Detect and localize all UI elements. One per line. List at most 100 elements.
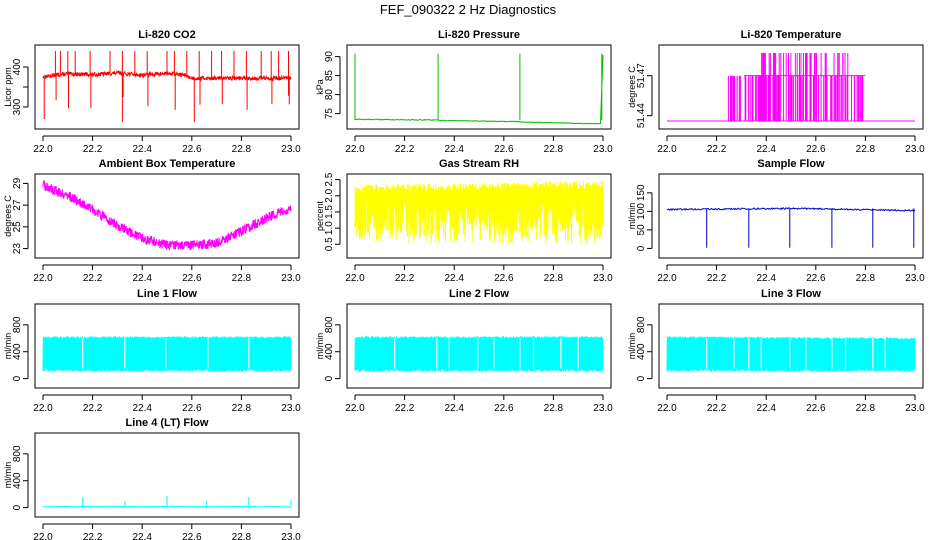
y-axis-label: percent xyxy=(315,200,325,231)
x-tick-label: 22.6 xyxy=(806,144,826,155)
panel-li-820-pressure: Li-820 Pressure 22.0 22.2 22.4 22.6 22.8 23.0 7… xyxy=(315,29,613,155)
x-tick-label: 22.4 xyxy=(444,273,464,284)
x-tick-label: 22.4 xyxy=(756,144,776,155)
x-tick-label: 23.0 xyxy=(281,273,301,284)
plot-frame xyxy=(34,303,300,389)
panel-line-1-flow: Line 1 Flow 22.0 22.2 22.4 22.6 22.8 23.0 0 400 8… xyxy=(3,288,301,414)
plot-frame xyxy=(346,44,612,130)
plot-frame xyxy=(658,303,924,389)
x-tick-label: 22.4 xyxy=(756,403,776,414)
series-group xyxy=(354,336,604,372)
x-tick-label: 23.0 xyxy=(905,144,925,155)
series-group xyxy=(43,496,292,508)
x-tick-label: 22.2 xyxy=(83,532,103,540)
y-tick-label: 0 xyxy=(12,375,23,381)
x-tick-label: 23.0 xyxy=(281,403,301,414)
x-tick-label: 22.0 xyxy=(345,273,365,284)
x-tick-label: 22.8 xyxy=(544,403,564,414)
x-tick-label: 23.0 xyxy=(905,403,925,414)
y-tick-label: 90 xyxy=(324,51,335,63)
x-tick-label: 22.8 xyxy=(544,144,564,155)
x-tick-label: 22.2 xyxy=(707,273,727,284)
x-tick-label: 22.4 xyxy=(132,403,152,414)
series-line-line-4 xyxy=(43,496,292,508)
y-tick-label: 400 xyxy=(12,472,23,489)
series-group xyxy=(354,53,604,125)
x-tick-label: 22.2 xyxy=(707,403,727,414)
y-axis-label: ml/min xyxy=(315,333,325,360)
series-line-pressure xyxy=(354,53,604,125)
y-tick-label: 400 xyxy=(636,343,647,360)
series-line-line-2 xyxy=(354,336,604,372)
y-tick-label: 800 xyxy=(636,316,647,333)
x-tick-label: 22.6 xyxy=(494,273,514,284)
y-tick-label: 800 xyxy=(12,445,23,462)
y-tick-label: 800 xyxy=(324,316,335,333)
x-tick-label: 22.0 xyxy=(345,144,365,155)
x-tick-label: 22.2 xyxy=(83,403,103,414)
plot-frame xyxy=(34,44,300,130)
x-tick-label: 22.8 xyxy=(232,403,252,414)
y-tick-label: 400 xyxy=(12,343,23,360)
series-line-box-temp xyxy=(42,179,292,251)
x-tick-label: 22.6 xyxy=(494,144,514,155)
x-tick-label: 22.2 xyxy=(395,403,415,414)
y-tick-label: 1.5 xyxy=(324,205,335,219)
panel-title: Li-820 CO2 xyxy=(138,29,195,41)
x-tick-label: 23.0 xyxy=(593,144,613,155)
x-tick-label: 22.8 xyxy=(544,273,564,284)
plot-frame xyxy=(346,303,612,389)
x-tick-label: 22.8 xyxy=(232,144,252,155)
y-tick-label: 400 xyxy=(12,58,23,75)
y-axis-label: degrees C xyxy=(3,195,13,237)
series-line-co2 xyxy=(42,51,292,123)
x-axis: 22.0 22.2 22.4 22.6 22.8 23.0 xyxy=(345,264,613,284)
x-tick-label: 22.0 xyxy=(33,273,53,284)
y-tick-label: 0 xyxy=(324,375,335,381)
series-line-sample-flow xyxy=(667,207,916,248)
y-tick-label: 100 xyxy=(636,203,647,220)
x-axis: 22.0 22.2 22.4 22.6 22.8 23.0 xyxy=(657,394,925,414)
x-axis: 22.0 22.2 22.4 22.6 22.8 23.0 xyxy=(33,394,301,414)
y-tick-label: 85 xyxy=(324,70,335,82)
plot-frame xyxy=(658,44,924,130)
y-tick-label: 50 xyxy=(636,224,647,236)
x-tick-label: 22.4 xyxy=(756,273,776,284)
y-tick-label: 0 xyxy=(636,245,647,251)
series-line-temperature xyxy=(667,53,915,122)
y-axis: 23 25 27 29 degrees C xyxy=(3,177,29,254)
x-tick-label: 23.0 xyxy=(905,273,925,284)
panel-li-820-co2: Li-820 CO2 22.0 22.2 22.4 22.6 22.8 23.0 300 400… xyxy=(3,29,301,155)
panel-line-3-flow: Line 3 Flow 22.0 22.2 22.4 22.6 22.8 23.0 0 400 8… xyxy=(627,288,925,414)
y-tick-label: 0.5 xyxy=(324,237,335,251)
panel-title: Gas Stream RH xyxy=(439,158,519,170)
panel-title: Li-820 Pressure xyxy=(438,29,520,41)
y-tick-label: 300 xyxy=(12,98,23,115)
y-tick-label: 51.44 xyxy=(636,103,647,128)
x-tick-label: 22.0 xyxy=(657,403,677,414)
series-group xyxy=(666,336,916,372)
x-tick-label: 22.8 xyxy=(856,403,876,414)
x-tick-label: 23.0 xyxy=(593,273,613,284)
x-tick-label: 22.2 xyxy=(395,273,415,284)
x-tick-label: 22.4 xyxy=(132,532,152,540)
panel-title: Line 2 Flow xyxy=(449,288,509,300)
y-tick-label: 75 xyxy=(324,108,335,120)
x-tick-label: 22.6 xyxy=(806,273,826,284)
figure-title: FEF_090322 2 Hz Diagnostics xyxy=(379,2,557,17)
series-line-rh xyxy=(354,181,604,245)
panel-gas-stream-rh: Gas Stream RH 22.0 22.2 22.4 22.6 22.8 23.0 0.5… xyxy=(315,158,613,284)
x-tick-label: 22.6 xyxy=(182,403,202,414)
y-tick-label: 2.0 xyxy=(324,188,335,202)
x-tick-label: 22.6 xyxy=(182,144,202,155)
x-tick-label: 22.4 xyxy=(444,144,464,155)
panel-line-4-lt-flow: Line 4 (LT) Flow 22.0 22.2 22.4 22.6 22.8 23.0… xyxy=(3,417,301,540)
x-axis: 22.0 22.2 22.4 22.6 22.8 23.0 xyxy=(33,264,301,284)
x-tick-label: 22.6 xyxy=(806,403,826,414)
y-tick-label: 800 xyxy=(12,316,23,333)
x-tick-label: 22.0 xyxy=(657,273,677,284)
